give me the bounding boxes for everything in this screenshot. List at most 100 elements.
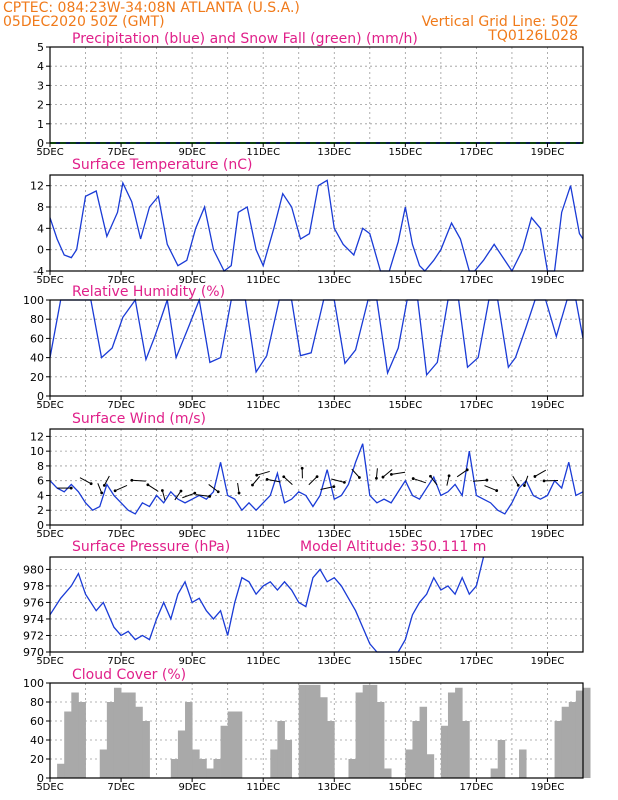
cloud-bar	[64, 711, 72, 778]
y-tick-label: 974	[23, 613, 44, 626]
x-tick-label: 11DEC	[246, 782, 280, 793]
wind-arrow-head	[130, 478, 134, 482]
panel-title: Surface Wind (m/s)	[72, 411, 206, 427]
x-tick-label: 11DEC	[246, 147, 280, 158]
cloud-bar	[583, 687, 591, 778]
cloud-bar	[348, 759, 356, 778]
x-tick-label: 17DEC	[460, 782, 494, 793]
x-tick-label: 5DEC	[36, 529, 63, 540]
x-tick-label: 5DEC	[36, 275, 63, 286]
cloud-bar	[121, 692, 129, 778]
y-tick-label: 0	[37, 137, 44, 150]
cloud-bar	[113, 687, 122, 778]
cloud-bar	[455, 687, 463, 778]
cloud-bar	[227, 711, 236, 778]
x-tick-label: 15DEC	[388, 275, 422, 286]
y-tick-label: 1	[37, 118, 44, 131]
x-tick-label: 17DEC	[460, 147, 494, 158]
cloud-bar	[99, 749, 108, 778]
x-tick-label: 5DEC	[36, 782, 63, 793]
cloud-bar	[199, 759, 207, 778]
panel-frame	[49, 682, 584, 779]
wind-arrow	[267, 478, 281, 483]
x-tick-label: 17DEC	[460, 400, 494, 411]
wind-arrow	[391, 471, 406, 475]
wind-arrow	[382, 469, 393, 478]
wind-arrow-head	[100, 491, 104, 495]
x-tick-label: 7DEC	[107, 400, 134, 411]
wind-arrow-head	[89, 482, 93, 486]
wind-arrow-head	[429, 474, 432, 478]
wind-arrow	[208, 484, 219, 493]
cloud-bar	[497, 740, 506, 778]
series-line	[49, 556, 485, 653]
wind-arrow	[97, 483, 103, 494]
wind-arrow-head	[282, 475, 286, 479]
wind-arrow	[114, 484, 128, 492]
x-tick-label: 9DEC	[178, 400, 205, 411]
panel-3	[46, 428, 584, 529]
panel-title: Precipitation (blue) and Snow Fall (gree…	[72, 31, 418, 47]
y-tick-label: 10	[30, 445, 44, 458]
cloud-bar	[284, 740, 293, 778]
cloud-bar	[298, 684, 307, 778]
y-tick-label: 0	[37, 772, 44, 785]
cloud-bar	[270, 749, 278, 778]
cloud-bar	[447, 692, 456, 778]
x-tick-label: 17DEC	[460, 656, 494, 667]
cloud-bar	[128, 692, 136, 778]
x-tick-label: 5DEC	[36, 147, 63, 158]
wind-arrow	[430, 475, 438, 486]
wind-arrow	[195, 494, 210, 497]
wind-arrow	[131, 479, 146, 482]
panel-5	[46, 682, 591, 782]
y-tick-label: 100	[23, 294, 44, 307]
panel-0	[46, 46, 584, 147]
x-tick-label: 19DEC	[531, 656, 565, 667]
y-tick-label: 8	[37, 201, 44, 214]
wind-arrow-head	[102, 483, 106, 487]
cloud-bar	[440, 725, 449, 778]
wind-arrow	[320, 486, 334, 491]
wind-arrow	[446, 475, 450, 486]
x-tick-label: 5DEC	[36, 400, 63, 411]
wind-arrow-head	[523, 484, 526, 487]
x-tick-label: 15DEC	[388, 400, 422, 411]
cloud-bar	[71, 692, 79, 778]
wind-arrow-head	[300, 466, 304, 470]
wind-arrow-head	[193, 491, 197, 495]
x-tick-label: 11DEC	[246, 400, 280, 411]
x-tick-label: 9DEC	[178, 147, 205, 158]
x-tick-label: 19DEC	[531, 147, 565, 158]
cloud-bar	[554, 721, 563, 778]
wind-arrow	[283, 476, 293, 486]
y-tick-label: 3	[37, 79, 44, 92]
wind-arrow-head	[411, 477, 415, 480]
x-tick-label: 9DEC	[178, 782, 205, 793]
wind-arrow-head	[375, 476, 378, 480]
y-tick-label: 12	[30, 430, 44, 443]
x-tick-label: 15DEC	[388, 782, 422, 793]
y-tick-label: 976	[23, 596, 44, 609]
x-tick-label: 7DEC	[107, 656, 134, 667]
x-tick-label: 19DEC	[531, 529, 565, 540]
cloud-bar	[185, 702, 193, 778]
wind-arrow	[252, 476, 261, 486]
x-tick-label: 15DEC	[388, 656, 422, 667]
cloud-bar	[412, 721, 420, 778]
header-model-id: TQ0126L028	[488, 28, 578, 44]
wind-arrow-head	[208, 494, 212, 498]
wind-arrow	[331, 478, 345, 483]
wind-arrow-head	[251, 483, 254, 487]
y-tick-label: 6	[37, 475, 44, 488]
cloud-bar	[362, 684, 371, 778]
cloud-bar	[519, 749, 527, 778]
cloud-bar	[426, 754, 435, 778]
panel-title: Surface Pressure (hPa)	[72, 539, 230, 555]
wind-arrow-head	[315, 475, 319, 479]
wind-arrow	[237, 483, 240, 494]
wind-arrow	[351, 468, 360, 478]
cloud-bar	[206, 768, 214, 778]
x-tick-label: 9DEC	[178, 529, 205, 540]
cloud-bar	[234, 711, 243, 778]
